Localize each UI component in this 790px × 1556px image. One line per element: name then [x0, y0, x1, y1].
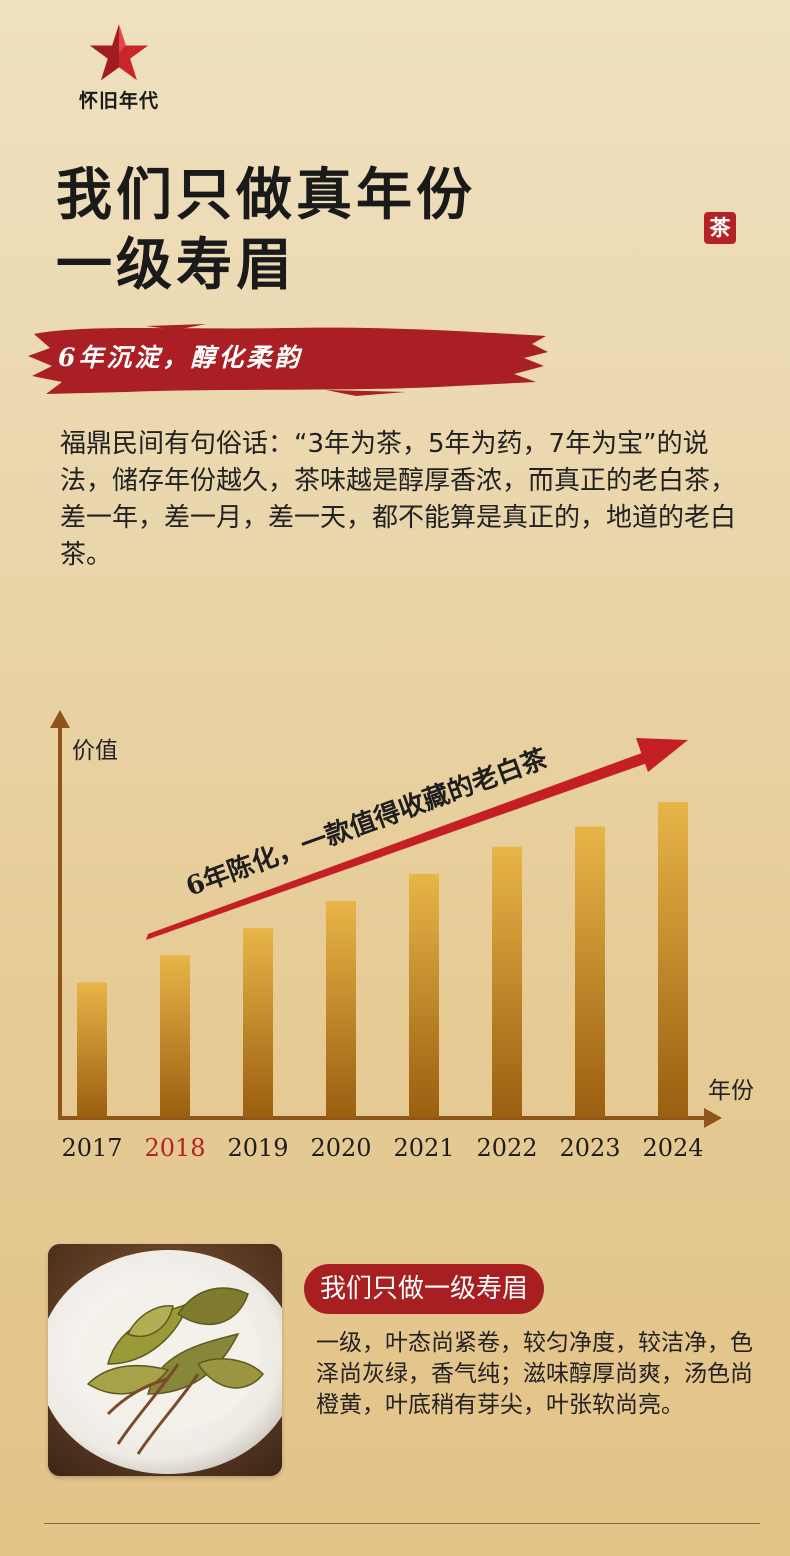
x-tick-label-2019: 2019 [227, 1134, 288, 1162]
bar-2024 [658, 802, 688, 1118]
bar-2022 [492, 846, 522, 1118]
bar-2019 [243, 928, 273, 1118]
red-star-icon [89, 24, 149, 81]
bottom-divider [44, 1523, 760, 1524]
value-growth-chart: 价值 年份 2017 2018 2019 2020 2021 2022 2023 2024 6… [50, 710, 754, 1162]
bar-2020 [326, 901, 356, 1118]
x-tick-label-2018: 2018 [144, 1134, 205, 1162]
feature-description: 一级，叶态尚紧卷，较匀净度，较洁净，色泽尚灰绿，香气纯；滋味醇厚尚爽，汤色尚橙黄… [316, 1330, 753, 1418]
trend-arrow-icon [146, 750, 656, 940]
x-tick-label-2017: 2017 [61, 1134, 122, 1162]
trend-arrow-head [636, 738, 688, 772]
brand-logo: 怀旧年代 [74, 22, 164, 113]
tea-seal-stamp: 茶 [704, 212, 736, 244]
brand-name: 怀旧年代 [78, 90, 159, 112]
bar-2021 [409, 873, 439, 1118]
feature-badge: 我们只做一级寿眉 [304, 1264, 545, 1314]
x-axis-arrow [704, 1108, 722, 1128]
x-tick-label-2022: 2022 [476, 1134, 537, 1162]
bar-2017 [77, 982, 107, 1118]
bar-2023 [575, 826, 605, 1118]
bar-2018 [160, 955, 190, 1118]
x-tick-label-2020: 2020 [310, 1134, 371, 1162]
x-tick-label-2021: 2021 [393, 1134, 454, 1162]
brush-stroke-banner [28, 324, 548, 396]
x-axis-label: 年份 [708, 1078, 754, 1104]
y-axis-arrow [50, 710, 70, 728]
y-axis-label: 价值 [72, 738, 118, 764]
slogan-text: 6年沉淀，醇化柔韵 [58, 343, 303, 372]
title-line-2: 一级寿眉 [56, 232, 296, 298]
x-tick-label-2024: 2024 [642, 1134, 703, 1162]
title-line-1: 我们只做真年份 [56, 162, 476, 228]
tea-leaves-photo [48, 1244, 282, 1476]
intro-paragraph: 福鼎民间有句俗话：“3年为茶，5年为药，7年为宝”的说法，储存年份越久，茶味越是… [60, 429, 737, 570]
x-tick-label-2023: 2023 [559, 1134, 620, 1162]
page-title: 我们只做真年份 一级寿眉 [56, 160, 476, 300]
